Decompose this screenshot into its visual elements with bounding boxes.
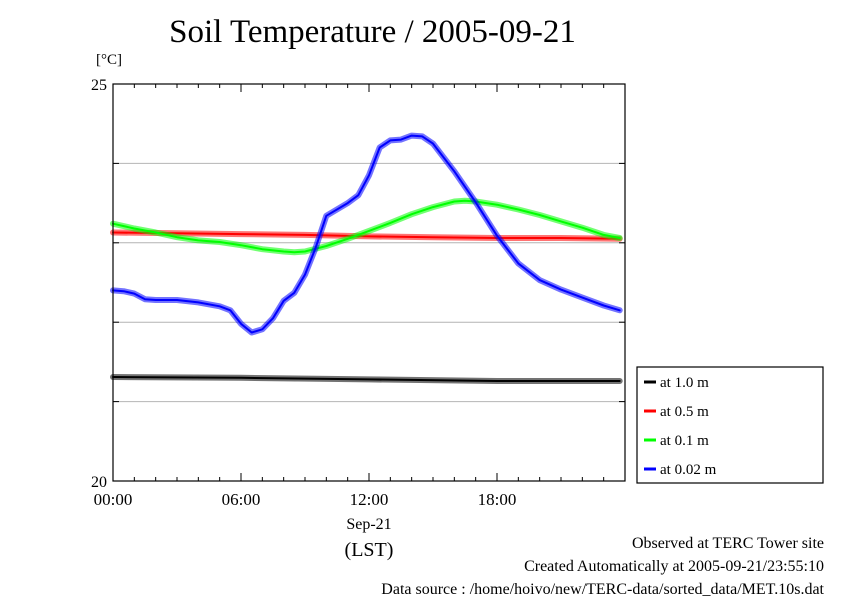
series-line: [112, 231, 621, 240]
legend-box: [636, 366, 824, 484]
y-tick-label: 20: [91, 474, 107, 491]
created-timestamp-note: Created Automatically at 2005-09-21/23:5…: [524, 558, 824, 575]
series-line: [112, 134, 621, 334]
x-axis-timezone-label: (LST): [345, 539, 394, 561]
series-line: [112, 376, 621, 382]
legend: at 1.0 m at 0.5 m at 0.1 m at 0.02 m: [636, 366, 824, 484]
x-tick-label: 12:00: [350, 490, 389, 509]
data-source-note: Data source : /home/hoivo/new/TERC-data/…: [381, 581, 824, 598]
legend-entry-label: at 1.0 m: [660, 375, 709, 391]
y-axis-unit-label: [°C]: [96, 52, 122, 68]
y-tick-label: 25: [91, 77, 107, 94]
series-band: [110, 197, 623, 256]
series-layer: [110, 132, 623, 384]
observed-site-note: Observed at TERC Tower site: [631, 535, 824, 552]
x-tick-label: 00:00: [94, 490, 133, 509]
x-tick-label: 06:00: [222, 490, 261, 509]
x-tick-label: 18:00: [478, 490, 517, 509]
legend-entry-label: at 0.1 m: [660, 433, 709, 449]
legend-entry-label: at 0.5 m: [660, 404, 709, 420]
x-axis-date-label: Sep-21: [346, 516, 391, 533]
legend-entry-label: at 0.02 m: [660, 462, 717, 478]
chart-title: Soil Temperature / 2005-09-21: [169, 14, 576, 50]
series-line: [112, 199, 621, 254]
x-axis: 00:00 06:00 12:00 18:00: [94, 84, 626, 509]
